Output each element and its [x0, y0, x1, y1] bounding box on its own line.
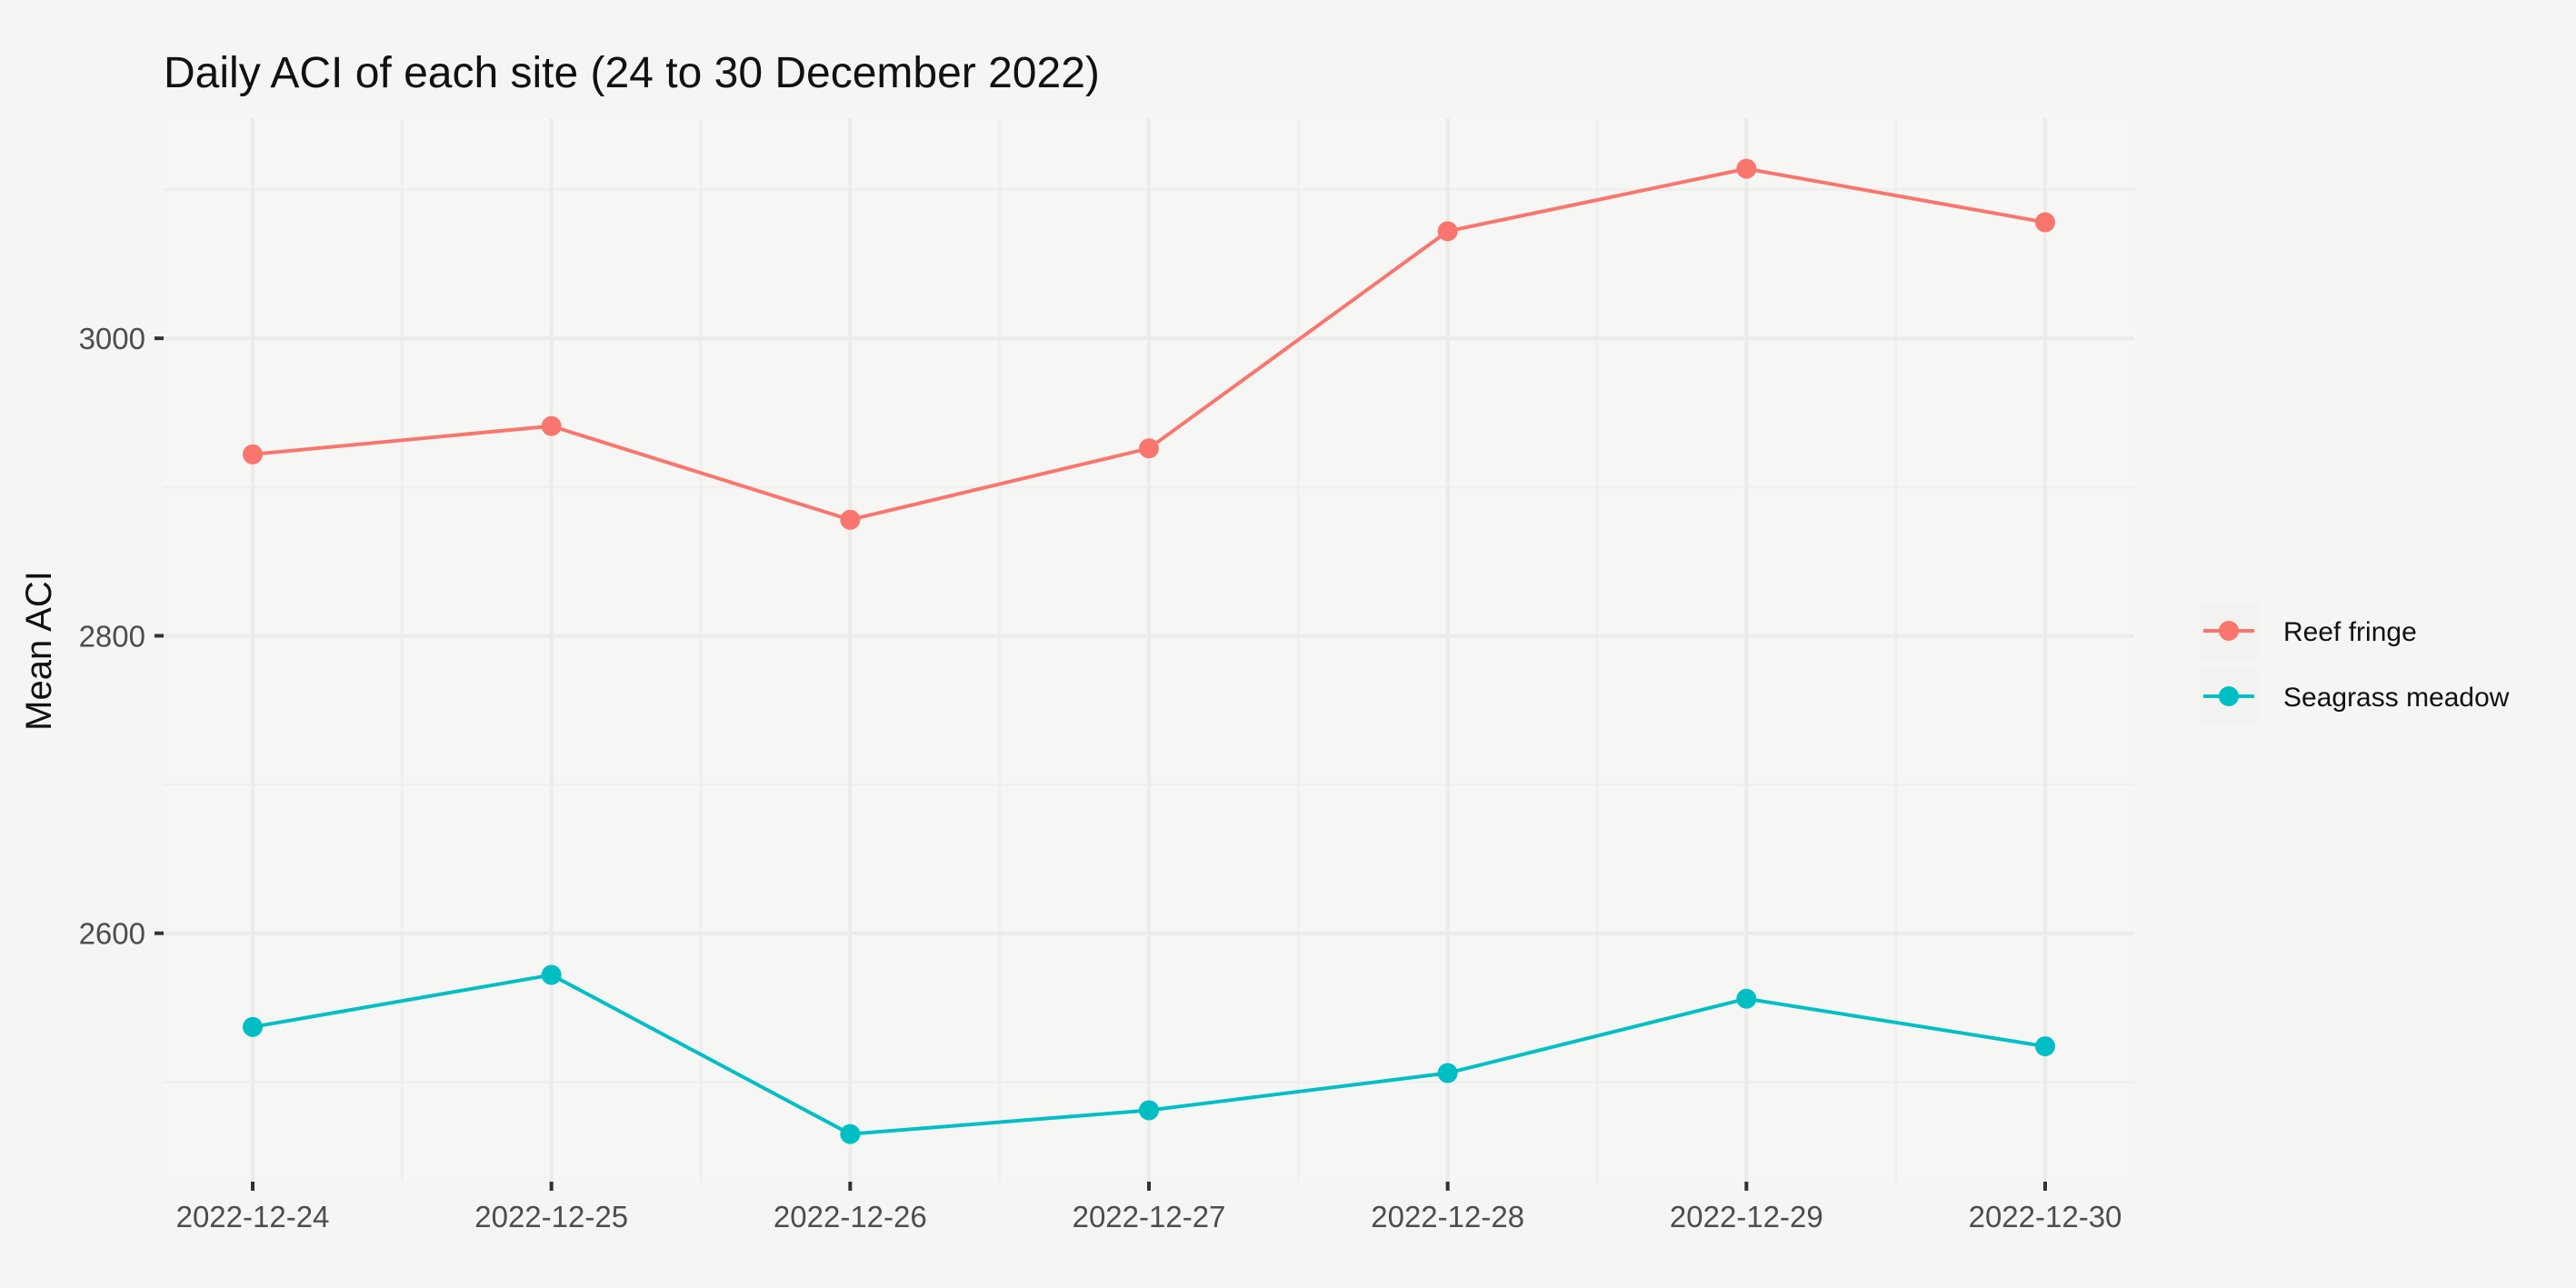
x-tick-label: 2022-12-24: [176, 1200, 330, 1233]
data-point-seagrass-meadow: [243, 1016, 263, 1037]
legend-label-seagrass-meadow: Seagrass meadow: [2283, 683, 2510, 713]
data-point-reef-fringe: [2035, 212, 2055, 233]
legend-point-reef-fringe: [2219, 621, 2239, 641]
legend-point-seagrass-meadow: [2219, 686, 2239, 706]
data-point-reef-fringe: [840, 509, 861, 530]
data-point-reef-fringe: [1139, 438, 1159, 459]
data-point-reef-fringe: [541, 415, 562, 436]
data-point-seagrass-meadow: [1437, 1063, 1458, 1083]
x-tick-label: 2022-12-28: [1371, 1200, 1524, 1233]
data-point-seagrass-meadow: [840, 1123, 861, 1144]
axes: 2022-12-24 2022-12-25 2022-12-26 2022-12-27…: [79, 322, 2122, 1233]
data-point-seagrass-meadow: [541, 964, 562, 985]
x-tick-label: 2022-12-30: [1969, 1200, 2122, 1233]
y-axis-title: Mean ACI: [19, 571, 59, 731]
x-tick-label: 2022-12-25: [474, 1200, 628, 1233]
legend: Reef fringe Seagrass meadow: [2200, 602, 2510, 725]
y-tick-label: 2800: [79, 619, 145, 653]
data-point-seagrass-meadow: [1139, 1100, 1159, 1121]
x-tick-label: 2022-12-26: [774, 1200, 927, 1233]
data-point-seagrass-meadow: [2035, 1036, 2055, 1057]
data-point-reef-fringe: [243, 444, 263, 464]
data-point-seagrass-meadow: [1736, 988, 1757, 1009]
x-tick-label: 2022-12-29: [1670, 1200, 1823, 1233]
series-layer: [243, 158, 2055, 1144]
y-tick-label: 3000: [79, 322, 145, 355]
legend-label-reef-fringe: Reef fringe: [2283, 617, 2417, 647]
data-point-reef-fringe: [1736, 158, 1757, 179]
data-point-reef-fringe: [1437, 221, 1458, 242]
y-tick-label: 2600: [79, 917, 145, 951]
x-tick-label: 2022-12-27: [1073, 1200, 1226, 1233]
chart-title: Daily ACI of each site (24 to 30 Decembe…: [164, 49, 1100, 97]
